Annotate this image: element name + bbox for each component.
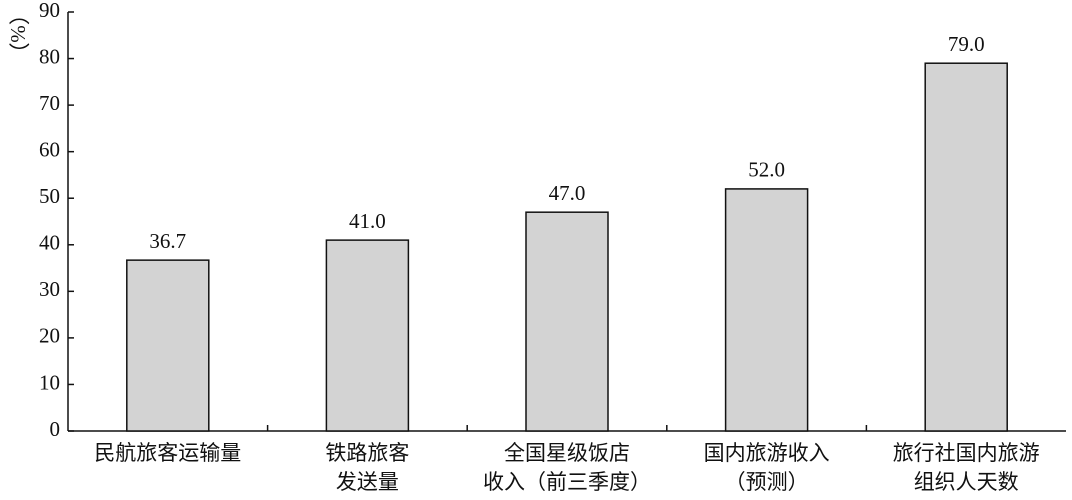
value-label: 36.7 xyxy=(149,229,186,253)
y-tick-label: 40 xyxy=(39,231,60,255)
y-tick-label: 90 xyxy=(39,0,60,22)
y-tick-label: 30 xyxy=(39,277,60,301)
y-axis-label: （%） xyxy=(6,4,30,64)
bar xyxy=(126,259,210,432)
value-label: 52.0 xyxy=(748,158,785,182)
y-tick-label: 80 xyxy=(39,44,60,68)
y-tick-label: 50 xyxy=(39,184,60,208)
y-tick-label: 60 xyxy=(39,137,60,161)
y-tick-label: 20 xyxy=(39,324,60,348)
x-tick-label: 旅行社国内旅游组织人天数 xyxy=(893,441,1040,494)
x-tick-label: 全国星级饭店收入（前三季度） xyxy=(483,441,651,494)
value-label: 41.0 xyxy=(349,209,386,233)
bar xyxy=(325,239,410,432)
bar xyxy=(924,62,1008,432)
x-tick-label: 民航旅客运输量 xyxy=(94,441,241,465)
value-label: 79.0 xyxy=(948,32,985,56)
y-tick-label: 70 xyxy=(39,91,60,115)
bar xyxy=(525,211,609,432)
bar xyxy=(724,188,809,432)
value-label: 47.0 xyxy=(549,181,586,205)
y-tick-label: 10 xyxy=(39,370,60,394)
y-tick-label: 0 xyxy=(50,417,61,441)
x-tick-label: 铁路旅客发送量 xyxy=(325,441,409,494)
x-tick-label: 国内旅游收入（预测） xyxy=(704,441,830,494)
